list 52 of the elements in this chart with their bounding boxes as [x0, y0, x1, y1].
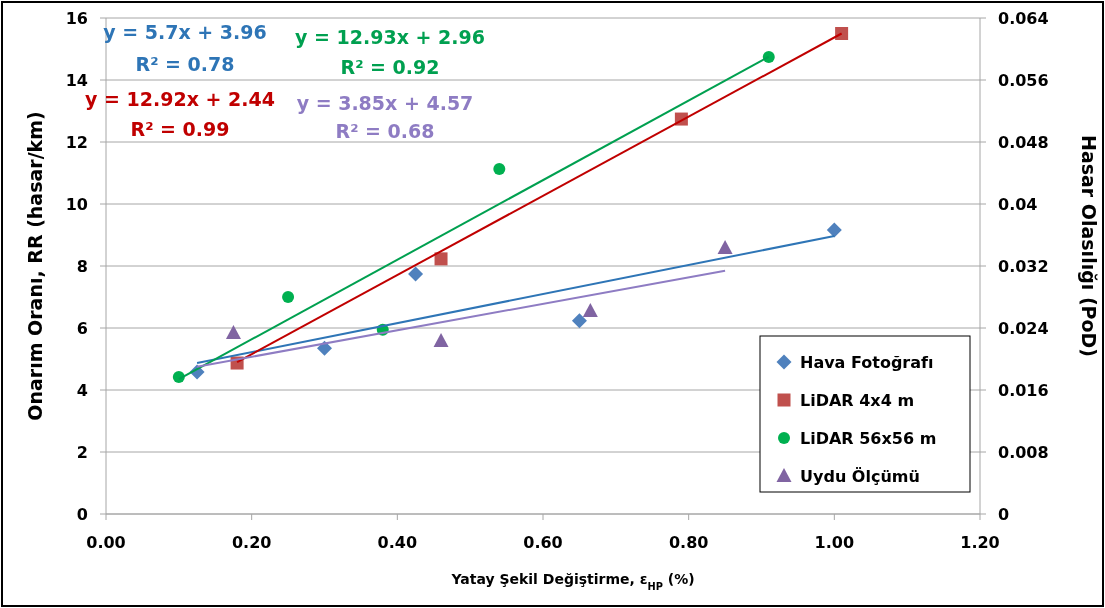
annotation: R² = 0.99: [130, 118, 230, 140]
annotation: y = 12.92x + 2.44: [85, 88, 275, 110]
x-tick-label: 1.20: [960, 533, 1000, 552]
point: [582, 302, 598, 317]
annotation: y = 12.93x + 2.96: [295, 26, 485, 48]
point: [408, 266, 424, 282]
point: [433, 333, 449, 348]
y-tick-label: 2: [76, 442, 88, 462]
x-tick-label: 0.60: [523, 533, 563, 552]
x-tick-label: 0.00: [86, 533, 126, 552]
y-tick-label: 12: [65, 132, 88, 152]
point: [826, 222, 842, 238]
y-tick-label: 10: [65, 194, 88, 214]
y-tick-label: 14: [65, 70, 88, 90]
legend-label: LiDAR 56x56 m: [800, 428, 937, 448]
legend-label: Hava Fotoğrafı: [800, 352, 934, 372]
y2-tick-label: 0.016: [998, 380, 1049, 400]
y-axis-title: Onarım Oranı, RR (hasar/km): [24, 111, 46, 421]
y-tick-label: 8: [76, 256, 88, 276]
annotation: y = 5.7x + 3.96: [103, 21, 267, 43]
y2-tick-label: 0.04: [998, 194, 1038, 214]
x-tick-label: 0.20: [231, 533, 272, 552]
y2-tick-label: 0: [998, 504, 1010, 524]
y-tick-label: 6: [76, 318, 88, 338]
x-axis-title: Yatay Şekil Değiştirme, ε$_{HP}$ (%): [450, 571, 695, 592]
legend-label: Uydu Ölçümü: [800, 466, 920, 486]
y2-tick-label: 0.032: [998, 256, 1049, 276]
y-tick-label: 0: [76, 504, 88, 524]
legend-label: LiDAR 4x4 m: [800, 390, 915, 410]
y2-axis-title: Hasar Olasılığı (PoD): [1078, 134, 1100, 358]
annotation: y = 3.85x + 4.57: [296, 92, 474, 114]
y-tick-label: 16: [65, 8, 88, 28]
y2-tick-label: 0.048: [998, 132, 1049, 152]
y2-tick-label: 0.064: [998, 8, 1049, 28]
x-tick-label: 0.80: [668, 533, 709, 552]
point: [317, 340, 332, 356]
point: [225, 324, 241, 339]
point: [835, 27, 849, 40]
y-tick-label: 4: [76, 380, 88, 400]
point: [571, 313, 587, 329]
point: [282, 291, 295, 303]
y2-tick-label: 0.056: [998, 70, 1049, 90]
annotation: R² = 0.92: [340, 56, 440, 78]
x-tick-label: 0.40: [377, 533, 418, 552]
y2-tick-label: 0.024: [998, 318, 1049, 338]
point: [434, 252, 448, 266]
annotation: R² = 0.68: [335, 120, 435, 142]
annotation: R² = 0.78: [135, 53, 235, 75]
y2-tick-label: 0.008: [998, 442, 1049, 462]
point: [493, 162, 506, 175]
point: [717, 240, 733, 255]
x-tick-label: 1.00: [814, 533, 855, 552]
